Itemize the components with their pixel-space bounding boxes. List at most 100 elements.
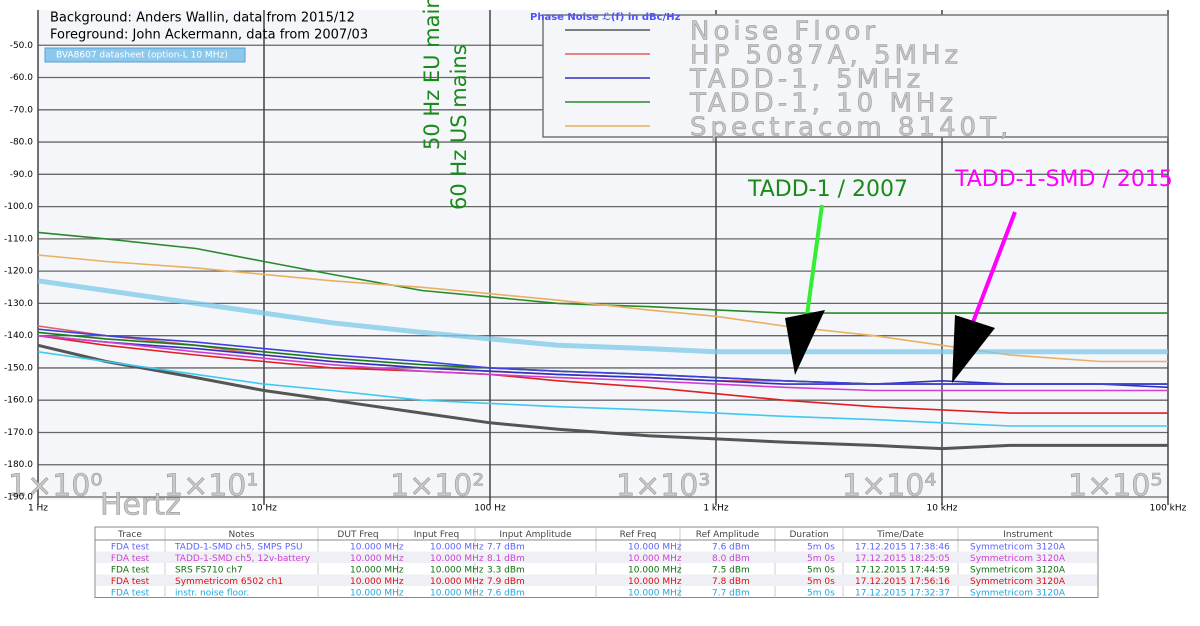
x-tick-label: 10 kHz [926,504,957,514]
table-cell: 10.000 MHz [430,588,484,598]
table-cell: 10.000 MHz [430,542,484,552]
y-tick-label: -80.0 [10,138,34,148]
table-cell: 10.000 MHz [628,588,682,598]
column-header: Ref Freq [620,530,657,540]
table-cell: Symmetricom 3120A [970,588,1066,598]
table-cell: 10.000 MHz [350,577,404,587]
table-cell: 10.000 MHz [430,577,484,587]
table-cell: Symmetricom 3120A [970,577,1066,587]
background-x-label: Hertz [100,488,181,523]
table-cell: Symmetricom 3120A [970,565,1066,575]
y-tick-label: -170.0 [4,428,33,438]
table-cell: 8.0 dBm [712,554,750,564]
table-cell: 8.1 dBm [487,554,525,564]
table-cell: 5m 0s [807,565,835,575]
table-cell: 7.5 dBm [712,565,750,575]
x-tick-label: 1 kHz [703,504,729,514]
arrow-green [803,204,824,331]
column-header: DUT Freq [337,530,378,540]
annotation-50hz: 50 Hz EU mains [420,0,444,150]
table-cell: 17.12.2015 17:38:46 [855,542,950,552]
table-cell: TADD-1-SMD ch5, 12v-battery [174,554,311,564]
background-x-tick-label: 1×10⁵ [1068,469,1162,504]
table-cell: FDA test [111,554,150,564]
table-cell: 10.000 MHz [628,554,682,564]
table-cell: Symmetricom 3120A [970,542,1066,552]
bva-label: BVA8607 datasheet (option-L 10 MHz) [56,51,228,61]
bva-label-box [44,47,246,63]
column-header: Time/Date [876,530,924,540]
table-cell: 5m 0s [807,554,835,564]
row-background [96,551,1097,563]
x-tick-label: 100 Hz [474,504,506,514]
y-tick-label: -60.0 [10,73,34,83]
background-x-tick-label: 1×10³ [616,469,710,504]
background-x-tick-label: 1×10¹ [164,469,258,504]
arrowhead [785,310,825,375]
arrowhead [952,315,995,383]
annotation-tadd1-smd: TADD-1-SMD / 2015 [954,167,1173,192]
background-x-tick-label: 1×10⁴ [842,469,936,504]
row-background [96,574,1097,586]
column-header: Duration [789,530,828,540]
table-cell: 5m 0s [807,588,835,598]
table-cell: 10.000 MHz [628,542,682,552]
table-cell: 7.7 dBm [487,542,525,552]
y-tick-label: -190.0 [4,493,33,503]
y-tick-label: -50.0 [10,41,34,51]
table-cell: 10.000 MHz [350,588,404,598]
note-background: Background: Anders Wallin, data from 201… [50,11,355,26]
y-tick-label: -180.0 [4,460,33,470]
note-foreground: Foreground: John Ackermann, data from 20… [50,28,368,43]
table-cell: TADD-1-SMD ch5, SMPS PSU [174,542,303,552]
background-x-tick-label: 1×10² [390,469,484,504]
table-cell: FDA test [111,577,150,587]
column-header: Notes [229,530,255,540]
table-cell: 10.000 MHz [628,565,682,575]
chart-title: Phase Noise ℒ(f) in dBc/Hz [530,12,681,23]
column-header: Input Amplitude [499,530,572,540]
background-labels: 1×10⁰ 1×10¹ 1×10² 1×10³ 1×10⁴ 1×10⁵ Hertz [8,468,1163,523]
series-line [37,334,1168,392]
legend-label: Spectracom 8140T, [690,113,1012,143]
y-tick-label: -160.0 [4,396,33,406]
column-header: Ref Amplitude [696,530,760,540]
x-tick-label: 1 Hz [28,504,48,514]
y-tick-label: -130.0 [4,299,33,309]
table-cell: 17.12.2015 18:25:05 [855,554,950,564]
y-tick-label: -120.0 [4,267,33,277]
table-cell: FDA test [111,542,150,552]
series-line [37,328,1168,385]
y-tick-label: -140.0 [4,331,33,341]
table-cell: 10.000 MHz [350,554,404,564]
series-line [37,334,1168,414]
axes: -190.0 -180.0 -170.0 -160.0 -150.0 -140.0 -130… [4,41,1187,514]
table-cell: 17.12.2015 17:56:16 [855,577,950,587]
table-cell: 5m 0s [807,542,835,552]
table-cell: 7.7 dBm [712,588,750,598]
series-line [37,351,1168,427]
table-cell: 7.6 dBm [712,542,750,552]
legend-box [542,14,1169,138]
x-tick-label: 100 kHz [1150,504,1187,514]
table-cell: 10.000 MHz [628,577,682,587]
table-cell: Symmetricom 6502 ch1 [175,577,283,587]
column-header: Instrument [1003,530,1053,540]
annotation-tadd1: TADD-1 / 2007 [747,177,908,202]
table-cell: 10.000 MHz [430,565,484,575]
column-header: Trace [117,530,142,540]
arrow-magenta [968,211,1017,331]
table-cell: FDA test [111,565,150,575]
y-tick-label: -150.0 [4,363,33,373]
annotation-60hz: 60 Hz US mains [447,44,471,210]
y-tick-label: -110.0 [4,234,33,244]
table-cell: 10.000 MHz [350,565,404,575]
y-tick-label: -70.0 [10,105,34,115]
table-cell: 3.3 dBm [487,565,525,575]
table-cell: 10.000 MHz [430,554,484,564]
y-tick-label: -90.0 [10,170,34,180]
series-line [37,343,1168,451]
table-cell: instr. noise floor. [175,588,249,598]
